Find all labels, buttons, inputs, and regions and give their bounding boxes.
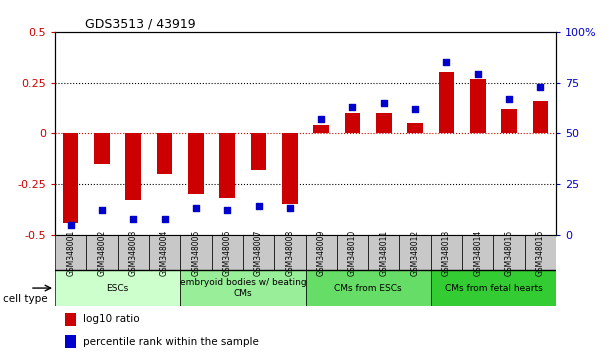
- Bar: [431, 270, 556, 306]
- Text: ESCs: ESCs: [106, 284, 129, 292]
- Bar: [65, 335, 76, 348]
- Bar: [157, 133, 172, 174]
- Text: GSM348015: GSM348015: [505, 229, 513, 276]
- Text: embryoid bodies w/ beating
CMs: embryoid bodies w/ beating CMs: [180, 278, 306, 298]
- Point: [128, 216, 138, 221]
- Bar: [400, 235, 431, 270]
- Text: GSM348004: GSM348004: [160, 229, 169, 276]
- Text: GSM348013: GSM348013: [442, 229, 451, 276]
- Bar: [501, 109, 517, 133]
- Point: [254, 204, 263, 209]
- Text: GSM348012: GSM348012: [411, 229, 420, 276]
- Bar: [243, 235, 274, 270]
- Bar: [94, 133, 110, 164]
- Point: [473, 72, 483, 77]
- Point: [379, 100, 389, 106]
- Bar: [431, 235, 462, 270]
- Text: GSM348002: GSM348002: [98, 229, 106, 276]
- Bar: [376, 113, 392, 133]
- Point: [222, 207, 232, 213]
- Bar: [525, 235, 556, 270]
- Text: percentile rank within the sample: percentile rank within the sample: [82, 337, 258, 347]
- Point: [191, 206, 201, 211]
- Text: GSM348003: GSM348003: [129, 229, 137, 276]
- Point: [504, 96, 514, 102]
- Point: [410, 106, 420, 112]
- Bar: [180, 270, 306, 306]
- Text: CMs from ESCs: CMs from ESCs: [334, 284, 402, 292]
- Bar: [86, 235, 117, 270]
- Text: GSM348010: GSM348010: [348, 229, 357, 276]
- Text: GSM348001: GSM348001: [66, 229, 75, 276]
- Point: [348, 104, 357, 110]
- Bar: [493, 235, 525, 270]
- Bar: [470, 79, 486, 133]
- Text: GSM348011: GSM348011: [379, 229, 388, 276]
- Bar: [313, 125, 329, 133]
- Text: GSM348006: GSM348006: [223, 229, 232, 276]
- Bar: [306, 270, 431, 306]
- Bar: [306, 235, 337, 270]
- Text: log10 ratio: log10 ratio: [82, 314, 139, 324]
- Text: GSM348005: GSM348005: [191, 229, 200, 276]
- Bar: [533, 101, 548, 133]
- Point: [316, 116, 326, 122]
- Text: cell type: cell type: [3, 294, 48, 304]
- Bar: [345, 113, 360, 133]
- Text: GSM348009: GSM348009: [316, 229, 326, 276]
- Bar: [282, 133, 298, 204]
- Bar: [337, 235, 368, 270]
- Bar: [65, 313, 76, 326]
- Bar: [55, 235, 86, 270]
- Bar: [219, 133, 235, 198]
- Text: GSM348014: GSM348014: [474, 229, 482, 276]
- Text: GSM348007: GSM348007: [254, 229, 263, 276]
- Text: GSM348008: GSM348008: [285, 229, 295, 276]
- Bar: [408, 123, 423, 133]
- Bar: [125, 133, 141, 200]
- Bar: [251, 133, 266, 170]
- Text: CMs from fetal hearts: CMs from fetal hearts: [445, 284, 542, 292]
- Point: [285, 206, 295, 211]
- Bar: [188, 133, 203, 194]
- Bar: [117, 235, 149, 270]
- Bar: [211, 235, 243, 270]
- Bar: [439, 73, 454, 133]
- Bar: [149, 235, 180, 270]
- Bar: [180, 235, 211, 270]
- Bar: [274, 235, 306, 270]
- Bar: [63, 133, 78, 223]
- Point: [535, 84, 545, 90]
- Point: [159, 216, 169, 221]
- Text: GDS3513 / 43919: GDS3513 / 43919: [85, 18, 196, 31]
- Point: [97, 207, 107, 213]
- Point: [442, 59, 452, 65]
- Bar: [462, 235, 494, 270]
- Point: [66, 222, 76, 228]
- Bar: [55, 270, 180, 306]
- Text: GSM348016: GSM348016: [536, 229, 545, 276]
- Bar: [368, 235, 400, 270]
